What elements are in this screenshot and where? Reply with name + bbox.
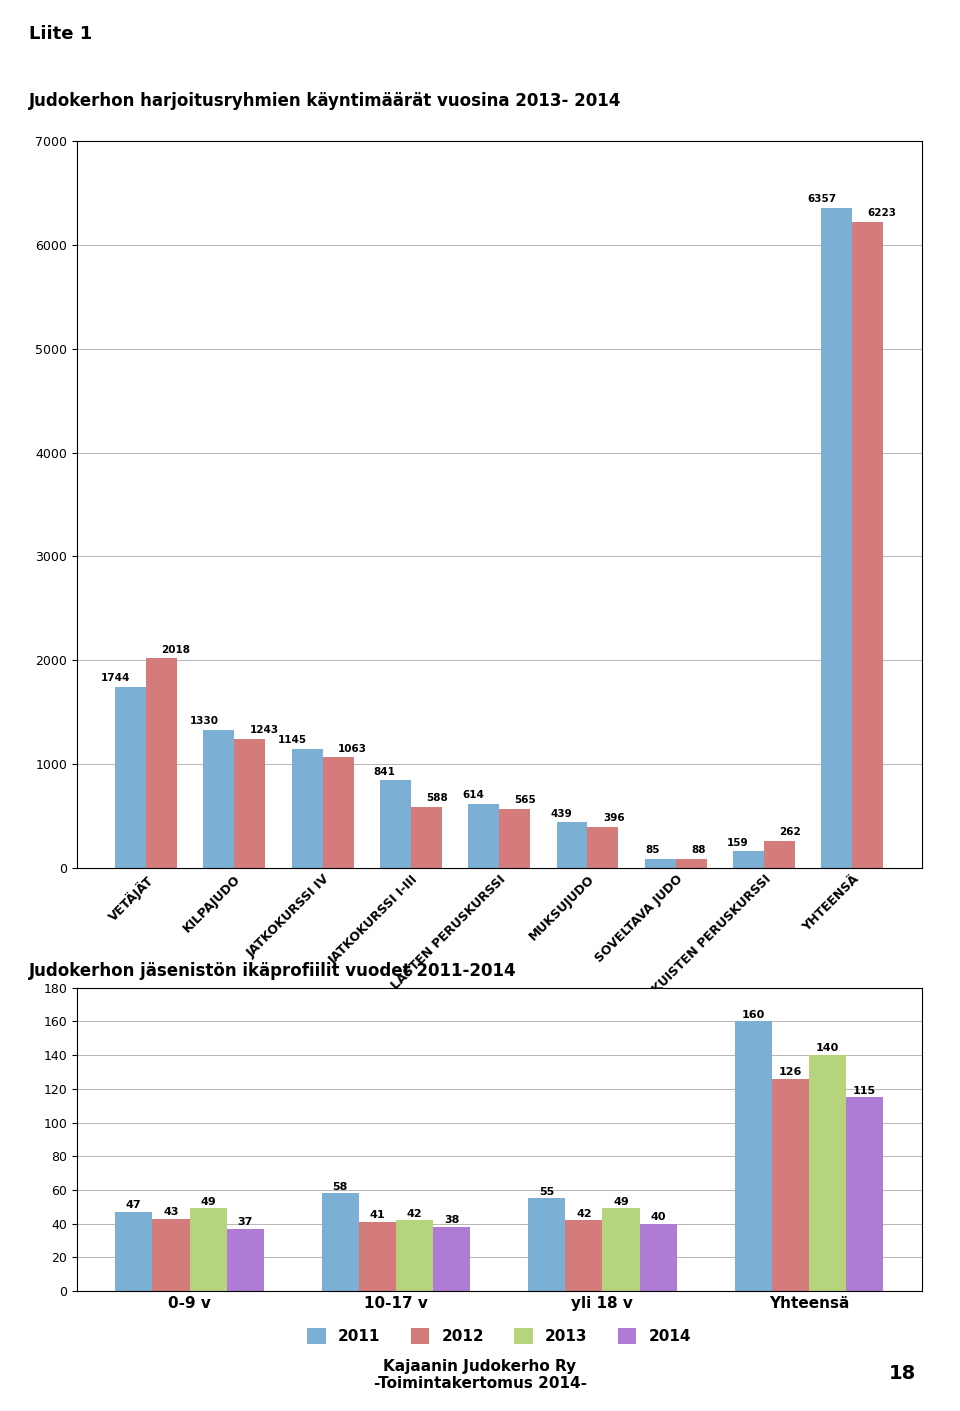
Text: 41: 41 — [370, 1211, 385, 1221]
Text: 6223: 6223 — [868, 209, 897, 219]
Text: 2018: 2018 — [161, 645, 190, 655]
Text: 49: 49 — [201, 1197, 216, 1206]
Bar — [846, 1098, 883, 1291]
Bar — [153, 1219, 189, 1291]
Bar — [565, 1221, 603, 1291]
Bar — [764, 841, 795, 868]
Text: 43: 43 — [163, 1206, 179, 1216]
Bar — [227, 1229, 264, 1291]
Bar — [146, 659, 177, 868]
Text: 588: 588 — [426, 793, 448, 803]
Text: 85: 85 — [646, 845, 660, 855]
Bar — [359, 1222, 396, 1291]
Bar — [809, 1055, 846, 1291]
Text: 841: 841 — [373, 766, 396, 777]
Bar — [676, 859, 707, 868]
Bar — [323, 758, 353, 868]
Text: 396: 396 — [603, 813, 625, 823]
Text: 565: 565 — [515, 796, 537, 806]
Text: 42: 42 — [407, 1209, 422, 1219]
Bar — [639, 1223, 677, 1291]
Text: 37: 37 — [237, 1218, 252, 1228]
Bar — [772, 1078, 809, 1291]
Text: 115: 115 — [853, 1085, 876, 1095]
Text: 160: 160 — [741, 1010, 765, 1020]
Text: 6357: 6357 — [807, 195, 837, 205]
Legend: Vuosi 2013, Vuosi 2014: Vuosi 2013, Vuosi 2014 — [357, 1209, 641, 1237]
Bar — [115, 687, 146, 868]
Bar — [204, 729, 234, 868]
Bar — [396, 1221, 433, 1291]
Bar — [189, 1208, 227, 1291]
Text: 1063: 1063 — [338, 744, 367, 753]
Bar — [557, 823, 588, 868]
Bar — [433, 1228, 470, 1291]
Bar — [292, 749, 323, 868]
Text: 55: 55 — [540, 1187, 554, 1197]
Text: 1145: 1145 — [278, 735, 307, 745]
Text: 159: 159 — [727, 838, 749, 848]
Text: 42: 42 — [576, 1209, 591, 1219]
Text: 1330: 1330 — [190, 715, 219, 727]
Bar — [645, 859, 676, 868]
Bar — [115, 1212, 153, 1291]
Text: Judokerhon harjoitusryhmien käyntimäärät vuosina 2013- 2014: Judokerhon harjoitusryhmien käyntimäärät… — [29, 92, 621, 110]
Text: -Toimintakertomus 2014-: -Toimintakertomus 2014- — [373, 1376, 587, 1391]
Bar — [322, 1194, 359, 1291]
Bar — [411, 807, 442, 868]
Text: 1243: 1243 — [250, 725, 279, 735]
Bar — [733, 851, 764, 868]
Bar — [234, 739, 265, 868]
Text: 126: 126 — [779, 1067, 802, 1077]
Bar — [528, 1198, 565, 1291]
Text: 614: 614 — [462, 790, 484, 800]
Bar — [852, 222, 883, 868]
Legend: 2011, 2012, 2013, 2014: 2011, 2012, 2013, 2014 — [301, 1322, 697, 1350]
Bar — [822, 207, 852, 868]
Text: 262: 262 — [780, 827, 802, 837]
Text: 47: 47 — [126, 1201, 141, 1211]
Text: Kajaanin Judokerho Ry: Kajaanin Judokerho Ry — [383, 1359, 577, 1374]
Text: Liite 1: Liite 1 — [29, 25, 92, 44]
Bar — [603, 1208, 639, 1291]
Bar — [499, 809, 530, 868]
Text: Judokerhon jäsenistön ikäprofiilit vuodet 2011-2014: Judokerhon jäsenistön ikäprofiilit vuode… — [29, 962, 516, 981]
Text: 49: 49 — [613, 1197, 629, 1206]
Text: 38: 38 — [444, 1215, 460, 1225]
Text: 40: 40 — [651, 1212, 666, 1222]
Bar — [734, 1022, 772, 1291]
Text: 1744: 1744 — [101, 673, 131, 683]
Text: 439: 439 — [550, 809, 572, 818]
Bar — [588, 827, 618, 868]
Bar — [468, 804, 499, 868]
Text: 88: 88 — [691, 845, 706, 855]
Text: 18: 18 — [889, 1364, 916, 1383]
Text: 140: 140 — [816, 1043, 839, 1054]
Bar — [380, 780, 411, 868]
Text: 58: 58 — [332, 1181, 348, 1192]
